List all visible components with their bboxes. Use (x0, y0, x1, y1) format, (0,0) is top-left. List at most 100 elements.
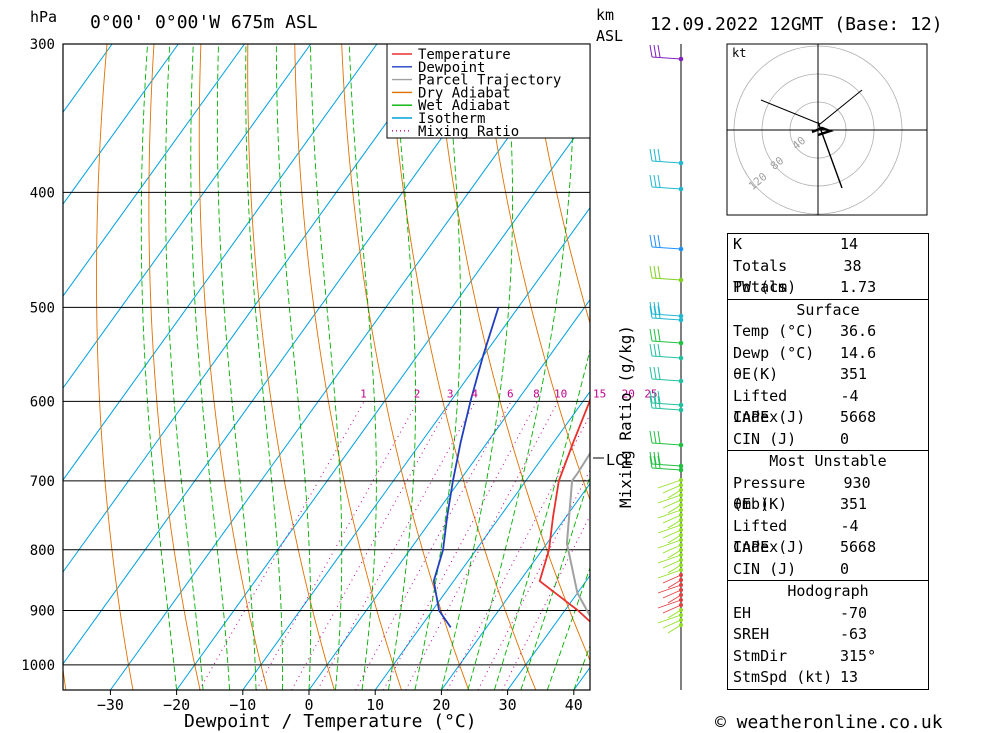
wind-barb (667, 519, 682, 529)
wind-barb (667, 549, 682, 559)
dry-adiabat-line (198, 44, 268, 690)
indices-table: K 14 Totals Totals 38 PW (cm) 1.73 Surface … (727, 233, 929, 690)
asl-label: ASL (596, 27, 623, 45)
table-row: EH -70 (733, 603, 868, 622)
table-row: Totals Totals 38 (733, 256, 862, 297)
wind-barb (662, 484, 682, 494)
most-unstable-title: Most Unstable (769, 452, 887, 470)
dry-adiabat-line (482, 44, 590, 502)
wind-barb-flag (653, 395, 657, 409)
wind-barb (657, 509, 682, 519)
wind-barb-flag (653, 343, 657, 357)
table-row: CAPE (J) 5668 (733, 408, 877, 426)
pressure-tick-label: 900 (30, 604, 55, 620)
table-row: θE (K) 351 (733, 495, 868, 513)
hodograph-kt-label: kt (732, 46, 746, 60)
dewpoint-line (432, 307, 500, 628)
wind-barb (651, 340, 682, 344)
wet-adiabat-line (493, 347, 590, 690)
lcl-label: LCL (606, 451, 633, 469)
datetime-title: 12.09.2022 12GMT (Base: 12) (650, 14, 943, 35)
wet-adiabat-line (190, 44, 231, 690)
wind-barb-flag (649, 305, 653, 319)
legend-entry: Isotherm (418, 111, 485, 127)
mixing-ratio-label: 20 (622, 387, 635, 400)
pressure-tick-label: 600 (30, 394, 55, 410)
wind-barb-flag (657, 148, 661, 162)
dry-adiabat-line (388, 44, 537, 690)
wind-barb-flag (653, 234, 657, 248)
wind-barb-flag (657, 343, 661, 357)
wind-barb (667, 534, 682, 544)
wet-adiabat-line (414, 44, 461, 690)
dry-adiabat-line (952, 44, 1000, 690)
pressure-tick-label: 500 (30, 300, 55, 316)
isotherm-line (63, 44, 378, 481)
wind-barb (657, 584, 682, 594)
wind-barb (667, 609, 682, 619)
isotherm-line (63, 44, 245, 297)
wind-barb-flag (649, 390, 653, 404)
isotherm-line (507, 574, 590, 690)
wind-barb-flag (657, 234, 661, 248)
wind-barb-flag (649, 430, 653, 444)
legend-box (386, 43, 591, 139)
surface-section: Surface Temp (°C) 36.6 Dewp (°C) 14.6 θE(K… (728, 298, 928, 451)
wind-barb (667, 504, 682, 514)
wind-barb (651, 313, 682, 317)
wind-barb-flag (649, 174, 653, 188)
dry-adiabat-line (247, 44, 335, 690)
wind-barb-flag (649, 148, 653, 162)
isotherm-line (0, 44, 46, 690)
wind-barb (651, 378, 682, 382)
table-row: CIN (J) 0 (733, 429, 850, 448)
isotherm-line (63, 44, 444, 573)
wind-barb-flag (653, 366, 657, 380)
wind-barb-flag (649, 455, 653, 469)
x-tick-label: 10 (366, 696, 384, 714)
wet-adiabat-line (216, 44, 257, 690)
wind-barb (651, 246, 682, 250)
hpa-label: hPa (30, 8, 57, 26)
isotherm-line (440, 482, 590, 690)
legend-entry: Parcel Trajectory (418, 73, 561, 89)
isotherm-line (176, 114, 590, 690)
wind-barb-flag (653, 451, 657, 465)
wind-barb (667, 489, 682, 499)
footer-credit: © weatheronline.co.uk (715, 712, 943, 733)
mixing-ratio-line (199, 401, 365, 690)
table-row: PW (cm) 1.73 (733, 278, 877, 296)
table-row: StmDir 315° (733, 646, 877, 665)
wind-barb-flag (649, 343, 653, 357)
wind-barb (657, 494, 682, 504)
x-tick-label: −30 (97, 696, 124, 714)
wind-barb (651, 442, 682, 446)
wind-barb (657, 614, 682, 624)
pressure-tick-label: 700 (30, 474, 55, 490)
isotherm-line (63, 44, 312, 389)
legend-entry: Wet Adiabat (418, 98, 511, 114)
wind-barb (651, 160, 682, 164)
dry-adiabat-line (341, 44, 470, 690)
wet-adiabat-line (520, 474, 590, 690)
wet-adiabat-line (165, 44, 204, 690)
table-row: StmSpd (kt) 13 (733, 668, 859, 686)
wind-barb-flag (649, 301, 653, 315)
most-unstable-section: Most Unstable Pressure (mb) 930 θE (K) 351… (728, 450, 928, 580)
wet-adiabat-line (310, 44, 343, 690)
mixing-ratio-label: 6 (507, 387, 514, 400)
legend-entry: Dry Adiabat (418, 85, 511, 101)
wind-barb-flag (657, 174, 661, 188)
wind-barb-flag (653, 265, 657, 279)
dry-adiabat-line (528, 44, 590, 325)
wind-barb-flag (657, 305, 661, 319)
wind-barb-flag (649, 395, 653, 409)
temperature-line (538, 396, 590, 623)
wind-barb (662, 514, 682, 524)
table-row: Lifted Index -4 (733, 516, 859, 557)
table-row: θE(K) 351 (733, 365, 868, 383)
wind-barb (657, 539, 682, 549)
wind-barb (657, 554, 682, 564)
pressure-tick-label: 400 (30, 185, 55, 201)
